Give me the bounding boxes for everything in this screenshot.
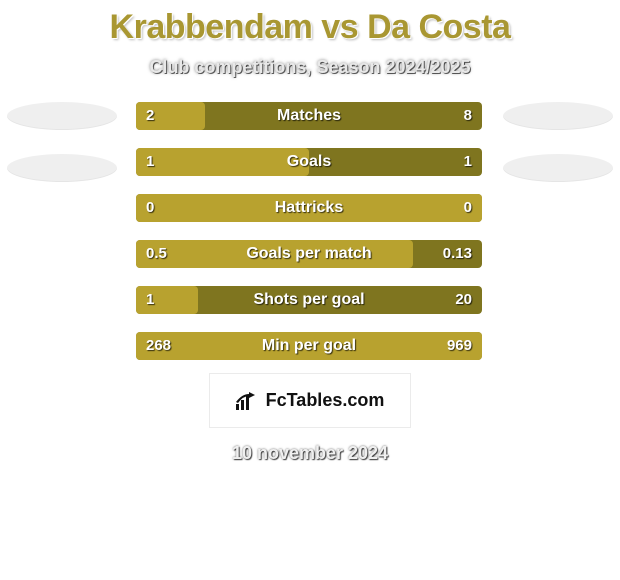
comparison-card: Krabbendam vs Da Costa Club competitions… — [0, 0, 620, 580]
fctables-label: FcTables.com — [266, 390, 385, 411]
stat-bar: 0.50.13Goals per match — [136, 240, 482, 268]
stat-label: Goals — [136, 148, 482, 176]
stat-label: Min per goal — [136, 332, 482, 360]
comparison-grid: 28Matches 11Goals 00Hattricks 0.50.13Goals … — [0, 102, 620, 360]
team-logo-right-1 — [503, 102, 613, 130]
stat-bar: 11Goals — [136, 148, 482, 176]
stat-bar: 28Matches — [136, 102, 482, 130]
stat-label: Goals per match — [136, 240, 482, 268]
team-logo-left-1 — [7, 102, 117, 130]
right-logos — [498, 102, 618, 360]
stat-bars: 28Matches 11Goals 00Hattricks 0.50.13Goals … — [136, 102, 484, 360]
stat-bar: 00Hattricks — [136, 194, 482, 222]
stat-bar: 268969Min per goal — [136, 332, 482, 360]
stat-label: Hattricks — [136, 194, 482, 222]
left-logos — [2, 102, 122, 360]
team-logo-left-2 — [7, 154, 117, 182]
fctables-badge[interactable]: FcTables.com — [210, 374, 411, 427]
stat-label: Shots per goal — [136, 286, 482, 314]
team-logo-right-2 — [503, 154, 613, 182]
subtitle: Club competitions, Season 2024/2025 — [149, 57, 470, 78]
date-label: 10 november 2024 — [232, 443, 388, 464]
stat-bar: 120Shots per goal — [136, 286, 482, 314]
stat-label: Matches — [136, 102, 482, 130]
page-title: Krabbendam vs Da Costa — [110, 8, 511, 47]
fctables-icon — [236, 392, 258, 410]
